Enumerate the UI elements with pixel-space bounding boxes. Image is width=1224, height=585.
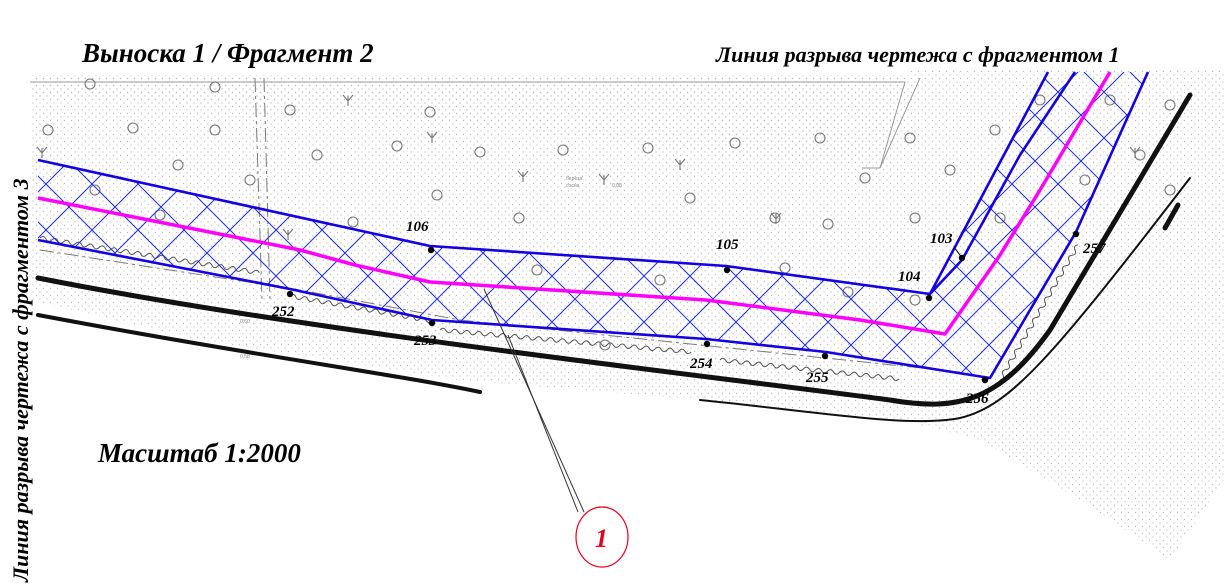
break-line-label-fragment-3: Линия разрыва чертежа с фрагментом 3 xyxy=(8,178,33,582)
point-label-255: 255 xyxy=(805,370,829,386)
vertex-points-upper: 106 105 104 103 xyxy=(406,219,966,302)
callout-ellipse xyxy=(575,506,629,568)
vertex-points-lower: 252 253 254 255 256 257 xyxy=(271,230,1106,407)
vertex-106 xyxy=(427,246,435,254)
vertex-253 xyxy=(428,319,436,327)
point-label-256: 256 xyxy=(965,391,989,407)
callout: 1 xyxy=(483,288,629,568)
svg-text:сосна: сосна xyxy=(566,183,580,189)
point-label-106: 106 xyxy=(406,219,429,235)
callout-number: 1 xyxy=(595,524,608,553)
point-label-254: 254 xyxy=(689,356,713,372)
point-label-257: 257 xyxy=(1082,241,1106,257)
break-line-label-fragment-1: Линия разрыва чертежа с фрагментом 1 xyxy=(716,42,1120,67)
centerline xyxy=(37,71,1112,336)
vertex-254 xyxy=(703,340,711,348)
point-label-252: 252 xyxy=(271,304,295,320)
svg-text:0,58: 0,58 xyxy=(240,354,250,360)
vertex-105 xyxy=(723,266,731,274)
vertex-255 xyxy=(821,352,829,360)
vertex-257 xyxy=(1072,230,1080,238)
point-label-105: 105 xyxy=(716,237,739,253)
vertex-252 xyxy=(286,290,294,298)
svg-text:0,08: 0,08 xyxy=(612,183,622,189)
road xyxy=(35,92,1193,423)
fragment-title: Выноска 1 / Фрагмент 2 xyxy=(82,38,374,68)
vertex-256 xyxy=(981,376,989,384)
point-label-104: 104 xyxy=(898,269,921,285)
svg-text:0,60: 0,60 xyxy=(240,319,250,325)
corridor-boundary xyxy=(37,71,1150,380)
small-annotation: береза сосна 0,08 0,60 0,58 xyxy=(240,176,622,360)
point-label-103: 103 xyxy=(930,231,953,247)
point-label-253: 253 xyxy=(413,333,437,349)
svg-text:береза: береза xyxy=(566,176,582,182)
vertex-104 xyxy=(925,294,933,302)
scale-label: Масштаб 1:2000 xyxy=(98,438,301,468)
